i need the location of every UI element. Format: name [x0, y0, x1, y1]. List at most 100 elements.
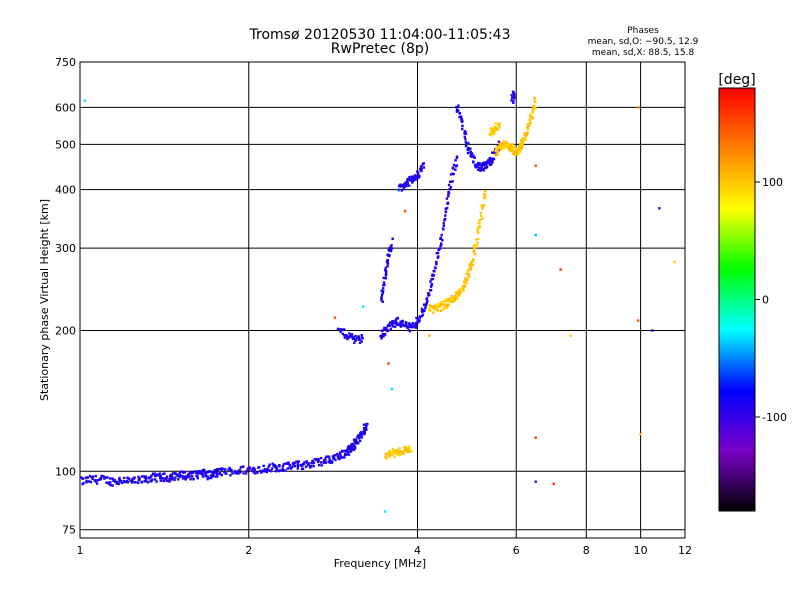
data-point [216, 468, 219, 471]
data-point [432, 305, 436, 308]
data-point [494, 126, 498, 129]
data-point [487, 158, 490, 162]
data-point [439, 309, 443, 312]
data-point [408, 323, 411, 326]
data-point [95, 482, 99, 485]
data-point [472, 244, 476, 247]
data-point [431, 277, 435, 281]
data-point [402, 324, 405, 327]
data-point [193, 470, 197, 473]
data-point [196, 474, 199, 478]
data-point [475, 243, 478, 247]
data-point [297, 460, 301, 463]
data-point [303, 461, 306, 464]
data-point [122, 480, 126, 483]
data-point [302, 462, 306, 466]
data-point [482, 193, 486, 196]
data-point [347, 447, 350, 451]
data-point [518, 147, 522, 150]
data-point [404, 323, 408, 326]
data-point [467, 148, 471, 151]
data-point [386, 329, 390, 333]
data-point [338, 451, 342, 454]
data-point [345, 450, 348, 453]
data-point [248, 466, 251, 469]
data-point [441, 301, 444, 304]
data-point [512, 144, 516, 147]
data-point [137, 475, 140, 479]
data-point [658, 207, 661, 210]
data-point [511, 93, 514, 97]
data-point [449, 297, 453, 300]
data-point [181, 477, 185, 480]
data-point [213, 471, 216, 474]
data-point [427, 309, 431, 312]
data-point [83, 99, 87, 102]
data-point [336, 327, 340, 331]
data-point [161, 472, 165, 476]
data-point [429, 289, 433, 292]
data-point [451, 180, 454, 183]
data-point [293, 461, 296, 465]
data-point [395, 323, 399, 326]
data-point [390, 323, 394, 326]
data-point [332, 456, 336, 460]
data-point [122, 476, 126, 480]
data-point [478, 167, 481, 170]
data-point [502, 139, 505, 143]
data-point [386, 452, 389, 455]
data-point [465, 142, 468, 145]
data-point [257, 466, 261, 469]
data-point [531, 116, 535, 120]
data-point [429, 305, 433, 308]
data-point [436, 309, 439, 312]
data-point [238, 468, 242, 472]
data-point [439, 244, 442, 248]
data-point [194, 471, 198, 474]
data-point [158, 472, 161, 475]
data-point [165, 476, 168, 480]
data-point [452, 163, 456, 167]
data-point [271, 462, 274, 465]
data-point [343, 449, 347, 452]
data-point [144, 479, 148, 483]
data-point [338, 457, 341, 461]
data-point [94, 480, 98, 483]
data-point [447, 191, 451, 194]
data-point [155, 480, 158, 483]
data-point [434, 266, 437, 270]
data-point [533, 99, 536, 102]
data-point [523, 138, 526, 141]
data-point [150, 474, 153, 477]
data-point [466, 269, 469, 273]
data-point [399, 450, 402, 454]
data-point [189, 470, 192, 474]
data-point [268, 463, 271, 466]
data-point [445, 206, 449, 210]
data-point [451, 172, 454, 175]
data-point [102, 475, 105, 478]
data-point [323, 459, 327, 462]
data-point [389, 327, 393, 331]
data-point [349, 447, 352, 450]
data-point [286, 467, 289, 470]
data-point [341, 332, 345, 336]
data-point [502, 147, 506, 150]
data-point [158, 476, 162, 479]
data-point [230, 468, 233, 471]
data-point [163, 472, 166, 475]
data-point [342, 328, 346, 331]
data-point [386, 262, 390, 265]
data-point [402, 452, 405, 456]
data-point [289, 467, 293, 470]
data-point [390, 387, 394, 391]
y-tick-label: 600 [55, 101, 76, 114]
data-point [355, 440, 359, 444]
data-point [82, 481, 85, 485]
data-point [85, 479, 88, 483]
data-point [384, 266, 387, 270]
data-point [495, 128, 498, 132]
data-point [521, 137, 524, 140]
data-point [389, 249, 393, 253]
